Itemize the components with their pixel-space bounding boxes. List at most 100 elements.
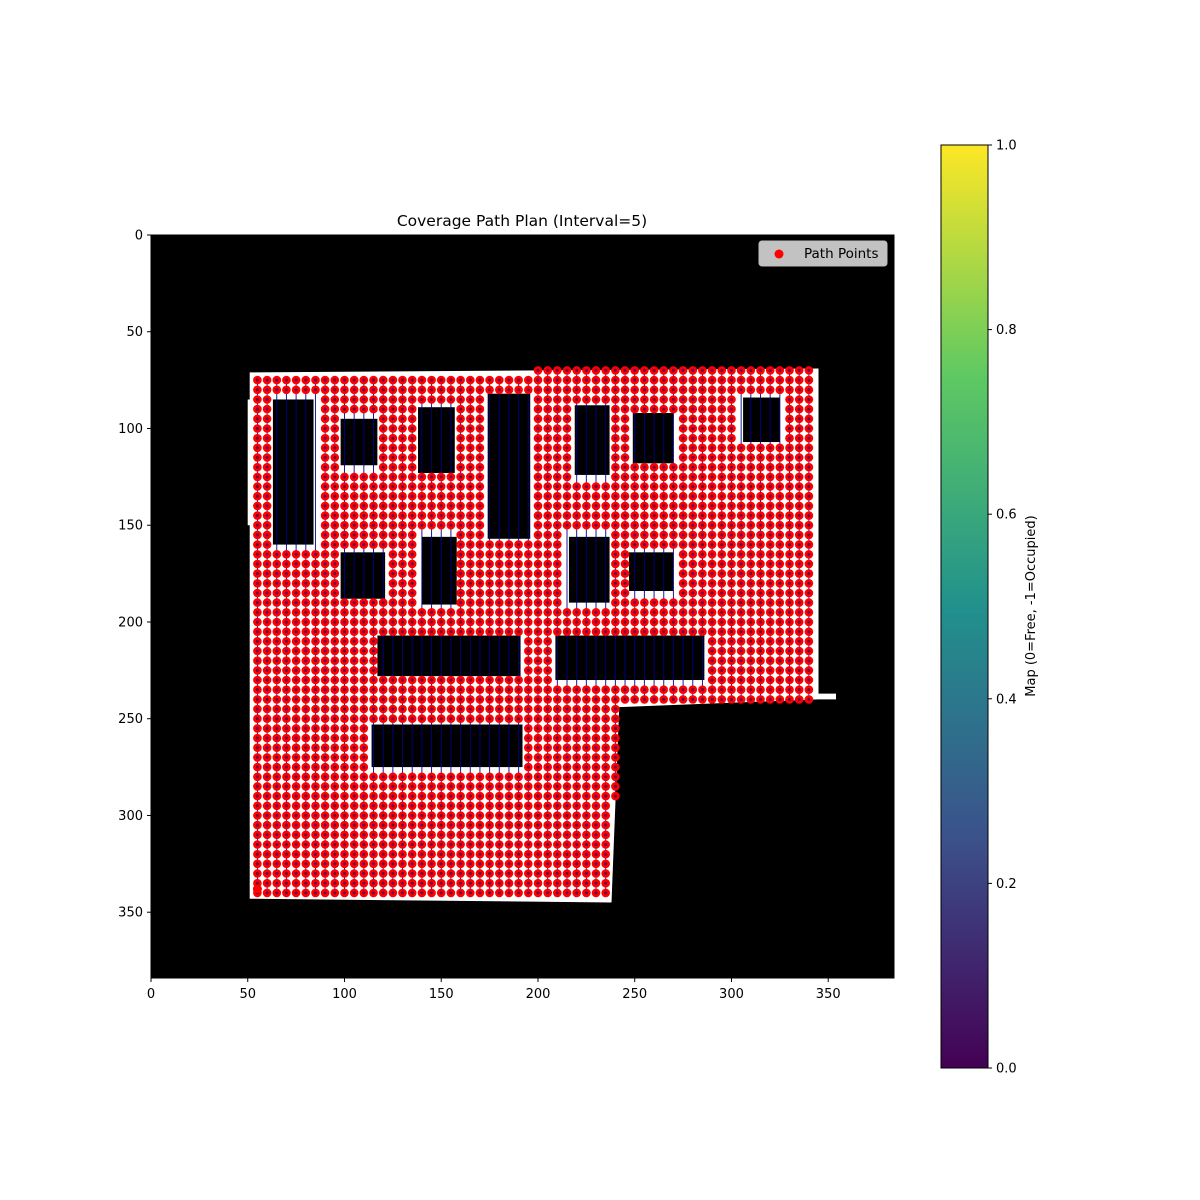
path-point-overlay [546, 533, 550, 537]
path-point-overlay [265, 388, 269, 392]
path-point-overlay [642, 465, 647, 469]
path-point-overlay [275, 378, 279, 382]
x-tick-label: 150 [429, 987, 454, 1002]
path-point-overlay [517, 572, 521, 576]
path-point-overlay [623, 368, 627, 372]
path-point-overlay [294, 601, 298, 605]
path-point-overlay [720, 591, 724, 595]
path-point-overlay [681, 630, 685, 634]
path-point-overlay [584, 891, 589, 895]
path-point-overlay [342, 639, 347, 643]
path-point-overlay [410, 417, 414, 421]
path-point-overlay [710, 523, 714, 527]
path-point-overlay [604, 891, 608, 895]
path-point-overlay [797, 620, 801, 624]
path-point-overlay [468, 417, 472, 421]
path-point-overlay [255, 775, 259, 779]
path-point-overlay [739, 455, 743, 460]
path-point-overlay [371, 784, 376, 789]
path-point-overlay [710, 475, 714, 479]
path-point-overlay [352, 543, 356, 547]
path-point-overlay [555, 707, 559, 711]
path-point-overlay [265, 717, 269, 721]
path-point-overlay [342, 736, 347, 740]
path-point-overlay [546, 504, 550, 508]
path-point-overlay [304, 726, 308, 731]
path-point-overlay [391, 871, 395, 876]
path-point-overlay [468, 610, 472, 614]
path-point-overlay [265, 533, 269, 537]
path-point-overlay [604, 784, 608, 789]
path-point-overlay [787, 504, 792, 508]
path-point-overlay [681, 533, 685, 537]
path-point-overlay [623, 523, 627, 527]
path-point-overlay [575, 755, 579, 760]
path-point-overlay [739, 514, 743, 518]
path-point-overlay [342, 842, 347, 847]
path-point-overlay [710, 601, 714, 605]
path-point-overlay [362, 630, 366, 634]
path-point-overlay [642, 620, 647, 624]
path-point-overlay [459, 407, 463, 411]
path-point-overlay [478, 707, 482, 711]
path-point-overlay [623, 407, 627, 411]
path-point-overlay [565, 494, 569, 498]
path-point-overlay [294, 552, 298, 556]
path-point-overlay [749, 533, 753, 537]
path-point-overlay [507, 610, 511, 614]
path-point-overlay [710, 446, 714, 450]
path-point-overlay [797, 388, 801, 392]
path-point-overlay [439, 891, 443, 895]
path-point-overlay [555, 407, 559, 411]
path-point-overlay [546, 494, 550, 498]
path-point-overlay [555, 523, 559, 527]
path-point-overlay [323, 775, 327, 779]
path-point-overlay [555, 572, 559, 576]
path-point-overlay [613, 717, 618, 721]
path-point-overlay [642, 475, 647, 479]
path-point-overlay [546, 368, 550, 372]
path-point-overlay [391, 610, 395, 614]
path-point-overlay [497, 707, 501, 711]
path-point-overlay [604, 775, 608, 779]
path-point-overlay [565, 726, 569, 731]
path-point-overlay [342, 852, 347, 856]
path-point-overlay [449, 852, 453, 856]
path-point-overlay [797, 455, 801, 460]
path-point-overlay [323, 378, 327, 382]
path-point-overlay [381, 804, 385, 808]
path-point-overlay [536, 688, 540, 692]
path-point-overlay [410, 475, 414, 479]
path-point-overlay [255, 755, 259, 760]
path-point-overlay [642, 494, 647, 498]
path-point-overlay [546, 659, 550, 663]
path-point-overlay [797, 397, 801, 402]
path-point-overlay [294, 804, 298, 808]
path-point-overlay [342, 813, 347, 818]
path-point-overlay [662, 494, 666, 498]
path-point-overlay [555, 833, 559, 837]
path-point-overlay [517, 688, 521, 692]
colorbar-label: Map (0=Free, -1=Occupied) [1024, 515, 1039, 696]
path-point-overlay [478, 775, 482, 779]
path-point-overlay [275, 784, 279, 789]
path-point-overlay [555, 823, 559, 827]
path-point-overlay [604, 862, 608, 866]
path-point-overlay [526, 378, 530, 382]
path-point-overlay [342, 833, 347, 837]
path-point-overlay [255, 794, 259, 798]
path-point-overlay [594, 717, 598, 721]
path-point-overlay [420, 794, 424, 798]
path-point-overlay [507, 562, 511, 566]
path-point-overlay [507, 784, 511, 789]
path-point-overlay [546, 484, 550, 489]
path-point-overlay [729, 368, 734, 372]
path-point-overlay [449, 514, 453, 518]
path-point-overlay [265, 659, 269, 663]
path-point-overlay [478, 572, 482, 576]
path-point-overlay [371, 813, 376, 818]
path-point-overlay [526, 746, 530, 750]
path-point-overlay [449, 862, 453, 866]
path-point-overlay [323, 543, 327, 547]
path-point-overlay [565, 784, 569, 789]
